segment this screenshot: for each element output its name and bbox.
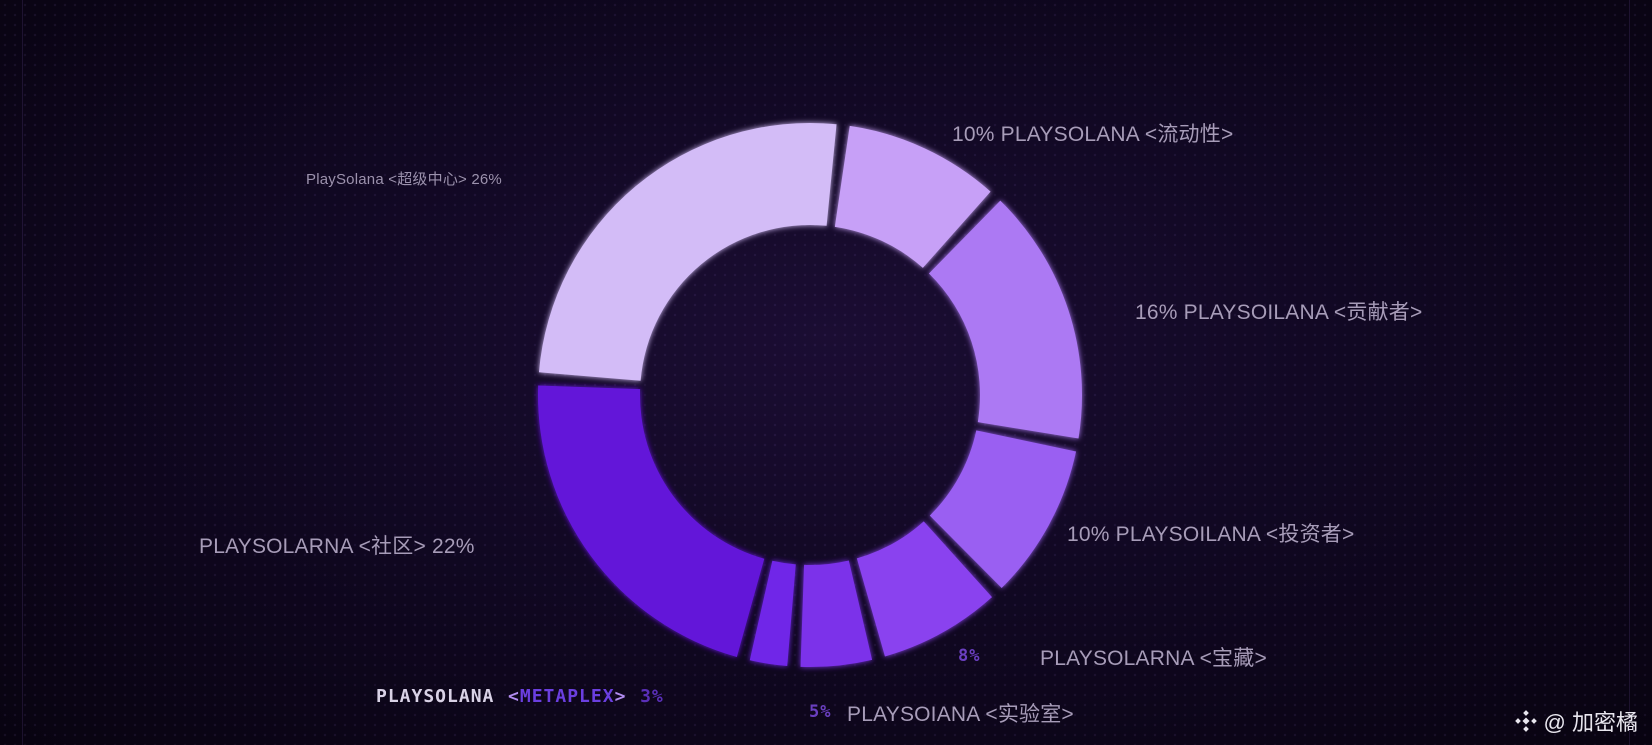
label-liquidity: 10% PLAYSOLANA <流动性> <box>952 123 1234 146</box>
label-superhub: PlaySolana <超级中心> 26% <box>306 171 502 188</box>
donut-slice-4 <box>800 560 873 667</box>
label-treasury: PLAYSOLARNA <宝藏> <box>1040 647 1267 670</box>
donut-slice-3 <box>856 521 993 657</box>
label-labs: PLAYSOIANA <实验室> <box>847 703 1074 726</box>
label-community: PLAYSOLARNA <社区> 22% <box>199 535 475 558</box>
donut-slice-5 <box>749 560 796 667</box>
donut-slice-2 <box>929 430 1077 589</box>
donut-slice-1 <box>928 200 1083 439</box>
watermark-text: @ 加密橘 <box>1543 710 1638 735</box>
watermark: @ 加密橘 <box>1514 705 1638 737</box>
label-metaplex-tag: METAPLEX <box>519 686 615 707</box>
label-investors: 10% PLAYSOILANA <投资者> <box>1067 523 1355 546</box>
donut-slice-7 <box>538 123 837 381</box>
label-metaplex-pct: 3% <box>640 686 664 707</box>
frame-line-right <box>1629 0 1630 745</box>
label-labs-pct: 5% <box>809 702 832 722</box>
label-metaplex-close: > <box>614 686 627 707</box>
donut-slice-6 <box>538 385 765 657</box>
label-metaplex-open: < <box>508 686 520 707</box>
frame-line-left <box>22 0 23 745</box>
label-metaplex-name: PLAYSOLANA <box>376 686 495 707</box>
binance-diamond-icon <box>1514 710 1537 732</box>
label-treasury-pct: 8% <box>958 646 981 666</box>
donut-slice-0 <box>834 125 991 268</box>
label-metaplex: PLAYSOLANA <METAPLEX> 3% <box>376 683 664 707</box>
label-contributors: 16% PLAYSOILANA <贡献者> <box>1135 301 1423 324</box>
